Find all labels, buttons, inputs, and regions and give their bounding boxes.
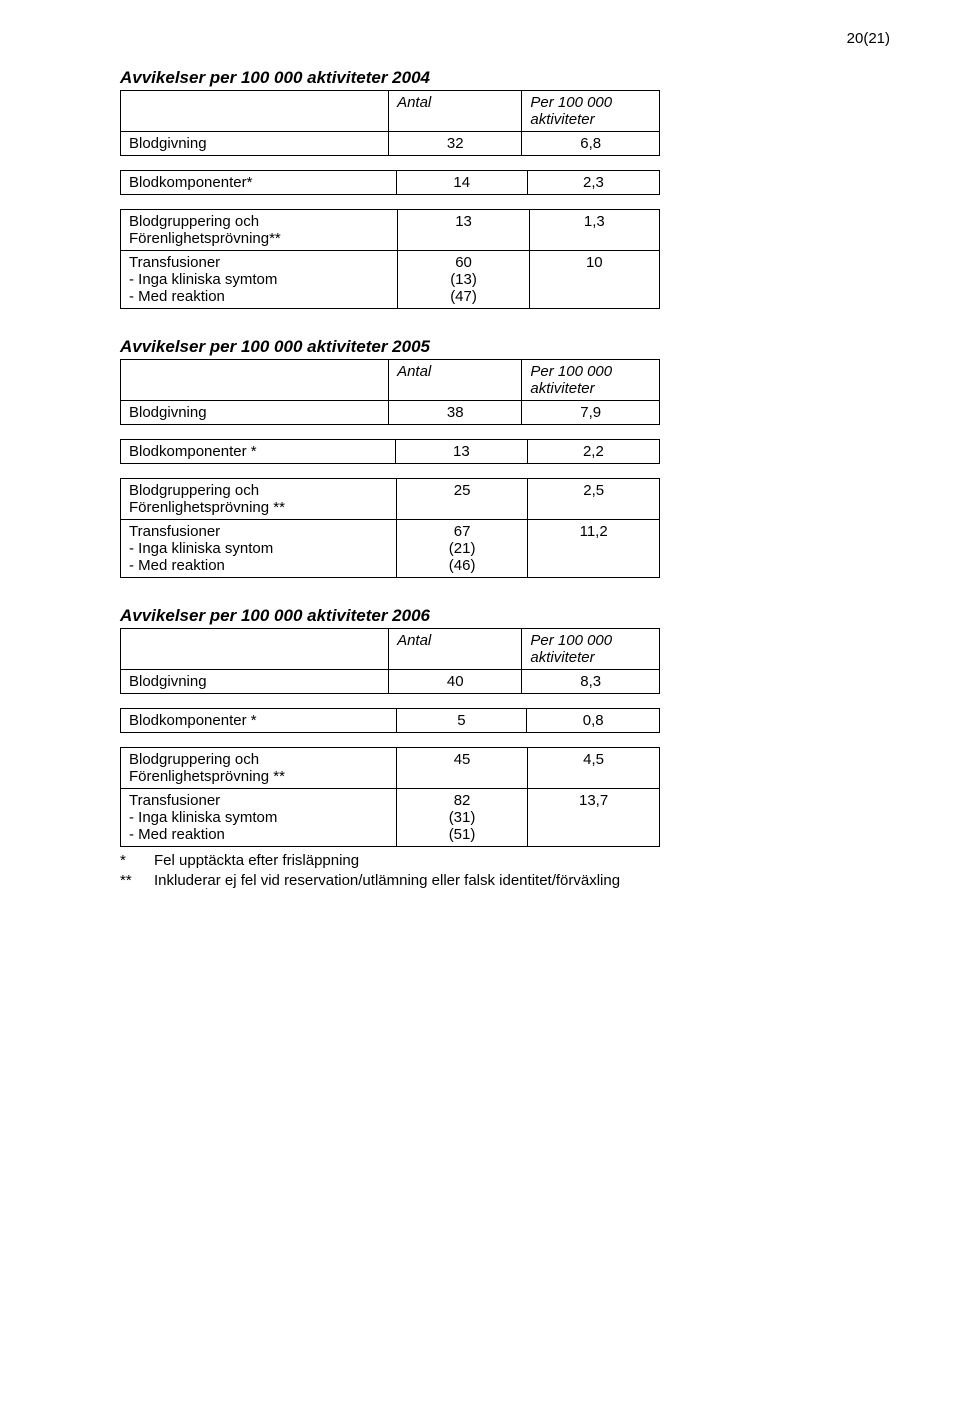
table-row: Blodkomponenter * 5 0,8: [121, 709, 660, 733]
cell-rate: 0,8: [527, 709, 660, 733]
table-row: Transfusioner - Inga kliniska syntom - M…: [121, 520, 660, 578]
row-label: Blodkomponenter*: [121, 171, 397, 195]
table-row: Blodgruppering och Förenlighetsprövning …: [121, 479, 660, 520]
cell-antal: 45: [396, 748, 527, 789]
cell-antal: 40: [389, 670, 522, 694]
cell-antal: 13: [396, 440, 528, 464]
table-2005-header: Antal Per 100 000 aktiviteter Blodgivnin…: [120, 359, 660, 425]
table-2004-komponenter: Blodkomponenter* 14 2,3: [120, 170, 660, 195]
cell-antal: 67 (21) (46): [396, 520, 527, 578]
row-label: Transfusioner - Inga kliniska symtom - M…: [121, 789, 397, 847]
col-header-rate: Per 100 000 aktiviteter: [522, 91, 660, 132]
table-2005-rest: Blodgruppering och Förenlighetsprövning …: [120, 478, 660, 578]
row-label: Blodkomponenter *: [121, 440, 396, 464]
cell-rate: 11,2: [528, 520, 660, 578]
row-label: Blodkomponenter *: [121, 709, 397, 733]
col-header-antal: Antal: [389, 360, 522, 401]
page-number: 20(21): [847, 30, 890, 47]
table-2005-komponenter: Blodkomponenter * 13 2,2: [120, 439, 660, 464]
cell-antal: 14: [396, 171, 527, 195]
section-title-2006: Avvikelser per 100 000 aktiviteter 2006: [120, 606, 860, 626]
footnote-text-2: Inkluderar ej fel vid reservation/utlämn…: [154, 871, 620, 891]
cell-antal: 5: [396, 709, 527, 733]
col-header-rate: Per 100 000 aktiviteter: [522, 360, 660, 401]
cell-antal: 38: [389, 401, 522, 425]
col-header-antal: Antal: [389, 629, 522, 670]
table-row: Blodgivning 38 7,9: [121, 401, 660, 425]
table-2004-rest: Blodgruppering och Förenlighetsprövning*…: [120, 209, 660, 309]
footnotes: * Fel upptäckta efter frisläppning ** In…: [120, 851, 860, 892]
table-row: Transfusioner - Inga kliniska symtom - M…: [121, 789, 660, 847]
cell-rate: 13,7: [528, 789, 660, 847]
table-2004-header: Antal Per 100 000 aktiviteter Blodgivnin…: [120, 90, 660, 156]
row-label: Transfusioner - Inga kliniska syntom - M…: [121, 520, 397, 578]
footnote-text-1: Fel upptäckta efter frisläppning: [154, 851, 359, 871]
cell-rate: 2,5: [528, 479, 660, 520]
row-label: Blodgivning: [121, 401, 389, 425]
table-row: Blodgivning 40 8,3: [121, 670, 660, 694]
col-header-rate: Per 100 000 aktiviteter: [522, 629, 660, 670]
table-row: Blodkomponenter * 13 2,2: [121, 440, 660, 464]
table-row: Blodgruppering och Förenlighetsprövning …: [121, 748, 660, 789]
cell-antal: 60 (13) (47): [398, 251, 529, 309]
cell-rate: 2,2: [527, 440, 659, 464]
row-label: Blodgivning: [121, 132, 389, 156]
cell-rate: 10: [529, 251, 659, 309]
footnote-mark-1: *: [120, 851, 154, 871]
cell-rate: 7,9: [522, 401, 660, 425]
footnote-mark-2: **: [120, 871, 154, 891]
table-2006-komponenter: Blodkomponenter * 5 0,8: [120, 708, 660, 733]
cell-rate: 4,5: [528, 748, 660, 789]
row-label: Blodgruppering och Förenlighetsprövning …: [121, 748, 397, 789]
table-row: Blodgivning 32 6,8: [121, 132, 660, 156]
cell-antal: 32: [389, 132, 522, 156]
cell-antal: 13: [398, 210, 529, 251]
table-row: Transfusioner - Inga kliniska symtom - M…: [121, 251, 660, 309]
cell-rate: 2,3: [527, 171, 659, 195]
table-2006-rest: Blodgruppering och Förenlighetsprövning …: [120, 747, 660, 847]
table-2006-header: Antal Per 100 000 aktiviteter Blodgivnin…: [120, 628, 660, 694]
col-header-antal: Antal: [389, 91, 522, 132]
table-row: Blodkomponenter* 14 2,3: [121, 171, 660, 195]
section-title-2005: Avvikelser per 100 000 aktiviteter 2005: [120, 337, 860, 357]
row-label: Blodgruppering och Förenlighetsprövning …: [121, 479, 397, 520]
cell-rate: 1,3: [529, 210, 659, 251]
cell-antal: 25: [396, 479, 527, 520]
table-row: Blodgruppering och Förenlighetsprövning*…: [121, 210, 660, 251]
cell-rate: 8,3: [522, 670, 660, 694]
cell-rate: 6,8: [522, 132, 660, 156]
row-label: Blodgivning: [121, 670, 389, 694]
row-label: Blodgruppering och Förenlighetsprövning*…: [121, 210, 398, 251]
row-label: Transfusioner - Inga kliniska symtom - M…: [121, 251, 398, 309]
cell-antal: 82 (31) (51): [396, 789, 527, 847]
section-title-2004: Avvikelser per 100 000 aktiviteter 2004: [120, 68, 860, 88]
